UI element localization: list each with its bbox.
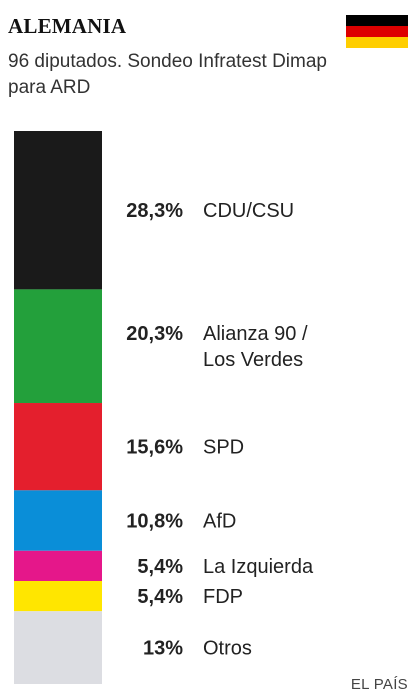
bar-segment-alianza-90-los-verdes [14,289,102,404]
party-label-spd: SPD [203,437,244,459]
value-label-afd: 10,8% [126,511,183,533]
germany-flag-icon [346,15,408,48]
party-label-fdp: FDP [203,586,243,608]
bar-segment-fdp [14,581,102,612]
source-credit: EL PAÍS [350,676,408,693]
bar-segment-otros [14,611,102,684]
bar-segment-spd [14,403,102,491]
value-label-alianza-90-los-verdes: 20,3% [126,323,183,345]
chart-title: ALEMANIA [8,14,127,38]
bar-segment-cdu-csu [14,131,102,290]
value-label-la-izquierda: 5,4% [137,556,183,578]
value-label-cdu-csu: 28,3% [126,200,183,222]
value-label-fdp: 5,4% [137,586,183,608]
party-label-cdu-csu: CDU/CSU [203,200,294,222]
bar-segment-afd [14,490,102,551]
party-label-otros: Otros [203,638,252,660]
value-label-spd: 15,6% [126,437,183,459]
party-label-la-izquierda: La Izquierda [203,556,314,578]
chart-subtitle: 96 diputados. Sondeo Infratest Dimap par… [8,51,327,98]
value-label-otros: 13% [143,638,183,660]
flag-stripe-black [346,15,408,26]
party-label-afd: AfD [203,511,236,533]
party-label-alianza-90-los-verdes: Alianza 90 /Los Verdes [203,323,308,371]
flag-stripe-gold [346,37,408,48]
flag-stripe-red [346,26,408,37]
bar-segment-la-izquierda [14,550,102,582]
